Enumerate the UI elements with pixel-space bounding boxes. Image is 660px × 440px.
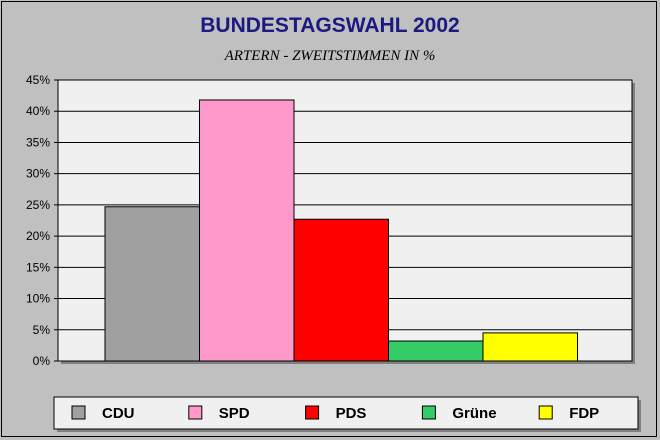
bar-fdp bbox=[482, 332, 578, 362]
legend-label: SPD bbox=[219, 405, 250, 422]
bars bbox=[104, 99, 578, 362]
y-tick-label: 40% bbox=[26, 104, 50, 118]
legend-label: Grüne bbox=[452, 405, 496, 422]
y-tick-label: 20% bbox=[26, 229, 50, 243]
y-tick-label: 25% bbox=[26, 198, 50, 212]
y-tick-label: 45% bbox=[26, 73, 50, 87]
bar-grne bbox=[388, 340, 484, 362]
bar-pds bbox=[293, 218, 389, 362]
legend-swatch bbox=[538, 405, 553, 420]
y-tick-label: 10% bbox=[26, 292, 50, 306]
y-tick-label: 35% bbox=[26, 135, 50, 149]
legend-swatch bbox=[305, 405, 320, 420]
y-tick-label: 15% bbox=[26, 260, 50, 274]
legend: CDU SPD PDS Grüne FDP bbox=[53, 396, 641, 432]
y-tick-label: 5% bbox=[33, 323, 51, 337]
legend-label: PDS bbox=[336, 405, 367, 422]
bar-spd bbox=[199, 99, 295, 362]
chart-title: BUNDESTAGSWAHL 2002 bbox=[200, 14, 459, 37]
y-tick-label: 0% bbox=[33, 354, 51, 368]
y-tick-label: 30% bbox=[26, 167, 50, 181]
legend-swatch bbox=[71, 405, 86, 420]
bar-cdu bbox=[104, 206, 200, 362]
legend-swatch bbox=[188, 405, 203, 420]
legend-label: CDU bbox=[102, 405, 135, 422]
legend-swatch bbox=[421, 405, 436, 420]
y-axis-ticks: 0% 5% 10% 15% 20% 25% 30% 35% 40% 45% bbox=[26, 73, 58, 368]
legend-label: FDP bbox=[569, 405, 599, 422]
chart-subtitle: ARTERN - ZWEITSTIMMEN IN % bbox=[224, 48, 436, 64]
